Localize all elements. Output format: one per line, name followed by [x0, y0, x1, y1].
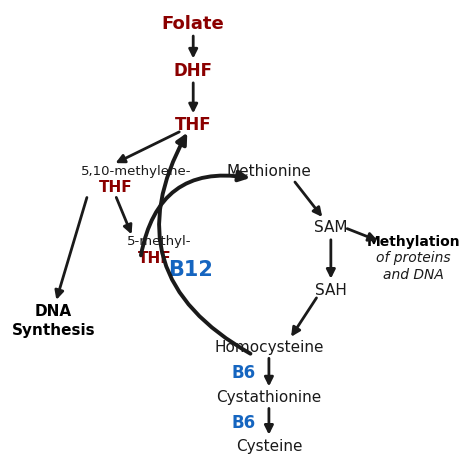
Text: Methionine: Methionine [227, 164, 311, 179]
Text: and DNA: and DNA [383, 268, 444, 283]
Text: SAM: SAM [314, 220, 347, 235]
Text: DNA: DNA [35, 304, 72, 319]
Text: B6: B6 [232, 364, 256, 382]
Text: SAH: SAH [315, 283, 347, 298]
Text: Cystathionine: Cystathionine [216, 390, 321, 405]
Text: 5,10-methylene-: 5,10-methylene- [81, 165, 191, 178]
Text: THF: THF [138, 251, 172, 265]
Text: Cysteine: Cysteine [236, 439, 302, 454]
Text: B12: B12 [168, 260, 213, 280]
Text: of proteins: of proteins [376, 251, 451, 265]
Text: Homocysteine: Homocysteine [214, 339, 324, 355]
Text: 5-methyl-: 5-methyl- [127, 235, 191, 248]
Text: Methylation: Methylation [366, 235, 460, 249]
Text: Folate: Folate [162, 15, 225, 33]
Text: THF: THF [99, 180, 133, 195]
Text: DHF: DHF [173, 62, 213, 80]
Text: Synthesis: Synthesis [11, 323, 95, 338]
Text: THF: THF [175, 116, 211, 134]
Text: B6: B6 [232, 414, 256, 432]
